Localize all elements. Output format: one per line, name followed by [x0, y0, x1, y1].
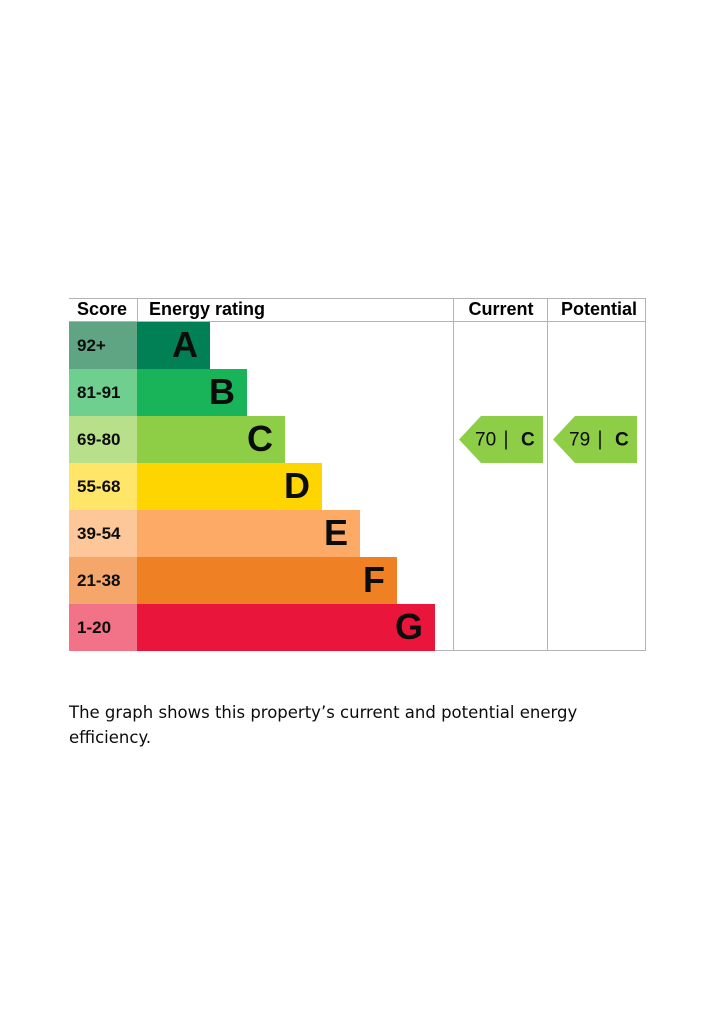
current-letter: C [521, 430, 535, 451]
score-cell [69, 463, 137, 510]
score-cell [69, 322, 137, 369]
potential-arrow [553, 416, 637, 463]
score-label: 39-54 [77, 524, 121, 543]
score-label: 1-20 [77, 618, 111, 637]
potential-value: 79 [569, 430, 590, 451]
rating-letter: E [324, 512, 348, 553]
current-arrow [459, 416, 543, 463]
score-label: 21-38 [77, 571, 120, 590]
potential-letter: C [615, 430, 629, 451]
score-cell [69, 369, 137, 416]
rating-letter: G [395, 606, 423, 647]
rating-bar [137, 369, 247, 416]
rating-bar [137, 557, 397, 604]
rating-letter: A [172, 324, 198, 365]
score-label: 92+ [77, 336, 106, 355]
rating-letter: F [363, 559, 385, 600]
rating-letter: B [209, 371, 235, 412]
rating-bar [137, 463, 322, 510]
rating-bar [137, 416, 285, 463]
score-label: 81-91 [77, 383, 120, 402]
rating-bar [137, 604, 435, 651]
header-potential: Potential [561, 299, 637, 319]
score-cell [69, 557, 137, 604]
rating-letter: D [284, 465, 310, 506]
score-cell [69, 416, 137, 463]
score-cell [69, 510, 137, 557]
rating-bar [137, 322, 210, 369]
header-rating: Energy rating [149, 299, 265, 319]
score-label: 55-68 [77, 477, 120, 496]
score-cell [69, 604, 137, 651]
header-current: Current [468, 299, 533, 319]
current-value: 70 [475, 430, 496, 451]
rating-bar [137, 510, 360, 557]
header-score: Score [77, 299, 127, 319]
rating-letter: C [247, 418, 273, 459]
score-label: 69-80 [77, 430, 120, 449]
caption: The graph shows this property’s current … [69, 703, 578, 747]
